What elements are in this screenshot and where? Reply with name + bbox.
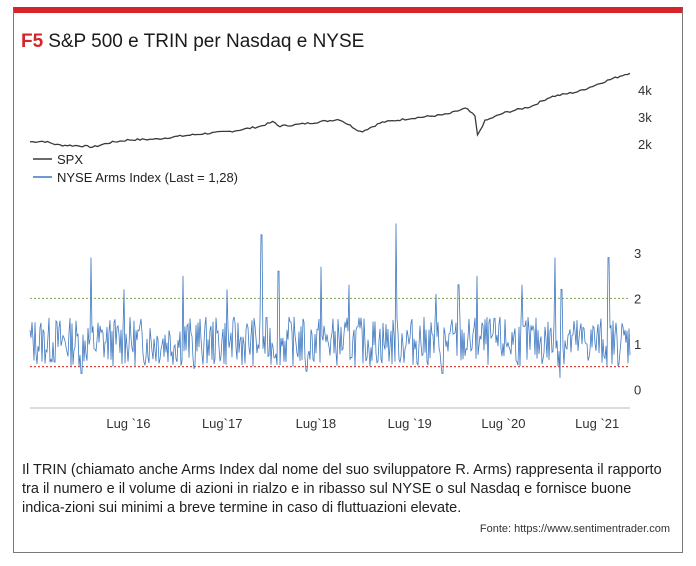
x-tick-label: Lug `20	[481, 416, 525, 431]
figure-source: Fonte: https://www.sentimentrader.com	[479, 523, 670, 535]
x-tick-label: Lug`18	[296, 416, 336, 431]
trin-axis-ticks: 0 1 2 3	[634, 246, 641, 397]
trin-tick-label: 3	[634, 246, 641, 261]
figure-title: F5 S&P 500 e TRIN per Nasdaq e NYSE	[21, 31, 364, 53]
x-tick-label: Lug `16	[106, 416, 150, 431]
trin-line	[29, 223, 631, 379]
spx-tick-label: 4k	[638, 83, 652, 98]
x-tick-label: Lug `21	[575, 416, 619, 431]
spx-line	[29, 72, 631, 149]
figure-title-text: S&P 500 e TRIN per Nasdaq e NYSE	[48, 31, 365, 52]
figure-code: F5	[21, 31, 44, 52]
x-tick-label: Lug`17	[202, 416, 242, 431]
chart-area: 2k 3k 4k SPX NYSE Arms Index (Last = 1,28)…	[29, 72, 652, 431]
legend: SPX NYSE Arms Index (Last = 1,28)	[33, 152, 238, 185]
spx-tick-label: 2k	[638, 137, 652, 152]
spx-axis-ticks: 2k 3k 4k	[638, 83, 652, 152]
x-axis-ticks: Lug `16 Lug`17 Lug`18 Lug `19 Lug `20 Lug `21	[106, 416, 619, 431]
trin-tick-label: 2	[634, 292, 641, 307]
legend-label-trin: NYSE Arms Index (Last = 1,28)	[57, 170, 238, 185]
figure-caption: Il TRIN (chiamato anche Arms Index dal n…	[22, 462, 662, 516]
legend-label-spx: SPX	[57, 152, 83, 167]
trin-tick-label: 1	[634, 337, 641, 352]
figure-frame	[13, 7, 683, 553]
x-tick-label: Lug `19	[388, 416, 432, 431]
spx-tick-label: 3k	[638, 110, 652, 125]
trin-tick-label: 0	[634, 382, 641, 397]
